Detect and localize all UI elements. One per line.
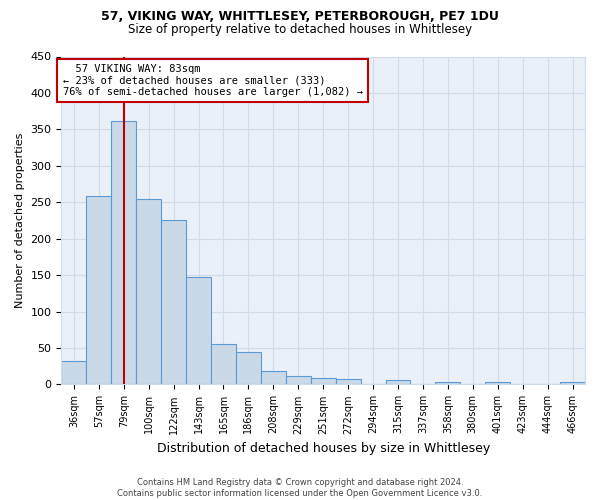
Bar [211, 344, 236, 384]
Bar [436, 382, 460, 384]
Text: Contains HM Land Registry data © Crown copyright and database right 2024.
Contai: Contains HM Land Registry data © Crown c… [118, 478, 482, 498]
X-axis label: Distribution of detached houses by size in Whittlesey: Distribution of detached houses by size … [157, 442, 490, 455]
Bar [311, 378, 335, 384]
Bar [286, 376, 311, 384]
Bar [136, 198, 161, 384]
Bar [386, 380, 410, 384]
Bar [485, 382, 510, 384]
Y-axis label: Number of detached properties: Number of detached properties [15, 133, 25, 308]
Bar [186, 278, 211, 384]
Bar [111, 120, 136, 384]
Text: 57, VIKING WAY, WHITTLESEY, PETERBOROUGH, PE7 1DU: 57, VIKING WAY, WHITTLESEY, PETERBOROUGH… [101, 10, 499, 23]
Bar [61, 361, 86, 384]
Bar [261, 372, 286, 384]
Bar [560, 382, 585, 384]
Bar [335, 380, 361, 384]
Text: 57 VIKING WAY: 83sqm
← 23% of detached houses are smaller (333)
76% of semi-deta: 57 VIKING WAY: 83sqm ← 23% of detached h… [62, 64, 362, 97]
Bar [161, 220, 186, 384]
Text: Size of property relative to detached houses in Whittlesey: Size of property relative to detached ho… [128, 22, 472, 36]
Bar [86, 196, 111, 384]
Bar [236, 352, 261, 384]
